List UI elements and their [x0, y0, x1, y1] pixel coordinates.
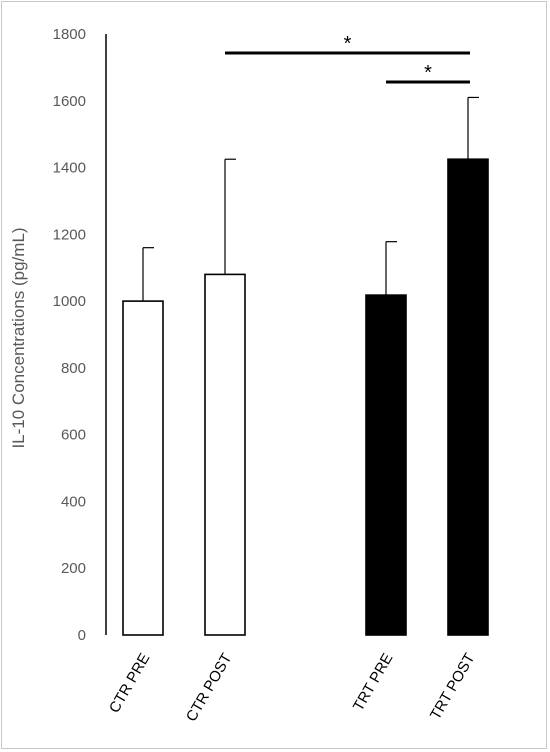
bar [204, 273, 246, 636]
y-tick-label: 1200 [53, 226, 86, 243]
y-tick-label: 1800 [53, 26, 86, 43]
y-axis-title: IL-10 Concentrations (pg/mL) [9, 227, 28, 448]
y-tick-label: 400 [61, 493, 86, 510]
bar [122, 300, 164, 636]
y-tick-label: 200 [61, 560, 86, 577]
significance-star: * [344, 33, 352, 55]
bar [447, 158, 489, 636]
y-tick-label: 1600 [53, 93, 86, 110]
y-tick-label: 1400 [53, 160, 86, 177]
x-category-label: TRT POST [427, 651, 479, 723]
bar [365, 294, 407, 636]
y-tick-label: 1000 [53, 293, 86, 310]
y-tick-label: 600 [61, 427, 86, 444]
significance-star: * [424, 62, 432, 84]
x-category-label: TRT PRE [350, 651, 397, 715]
x-category-label: CTR POST [183, 651, 236, 725]
y-tick-label: 800 [61, 360, 86, 377]
y-tick-label: 0 [78, 627, 86, 644]
x-category-label: CTR PRE [106, 651, 154, 717]
